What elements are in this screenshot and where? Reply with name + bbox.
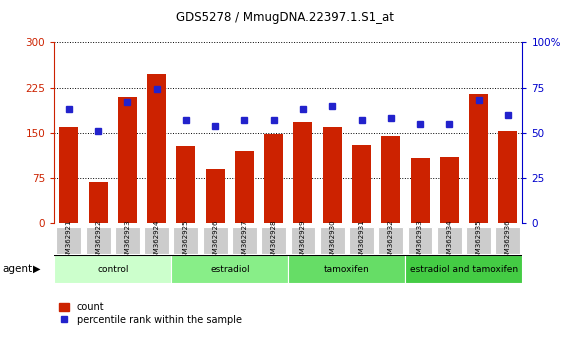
Bar: [54, 255, 171, 283]
Text: ▶: ▶: [33, 264, 40, 274]
Bar: [440, 157, 459, 223]
Text: tamoxifen: tamoxifen: [324, 264, 370, 274]
Bar: [147, 74, 166, 223]
FancyBboxPatch shape: [174, 227, 198, 254]
FancyBboxPatch shape: [291, 227, 315, 254]
Bar: [405, 255, 522, 283]
Text: agent: agent: [3, 264, 33, 274]
Text: GSM362923: GSM362923: [124, 219, 130, 262]
FancyBboxPatch shape: [115, 227, 140, 254]
Bar: [89, 182, 108, 223]
Bar: [235, 151, 254, 223]
Text: GSM362930: GSM362930: [329, 219, 335, 262]
FancyBboxPatch shape: [320, 227, 345, 254]
FancyBboxPatch shape: [349, 227, 374, 254]
FancyBboxPatch shape: [144, 227, 169, 254]
Bar: [469, 94, 488, 223]
Text: estradiol and tamoxifen: estradiol and tamoxifen: [410, 264, 518, 274]
Bar: [323, 127, 342, 223]
FancyBboxPatch shape: [262, 227, 286, 254]
Text: GDS5278 / MmugDNA.22397.1.S1_at: GDS5278 / MmugDNA.22397.1.S1_at: [176, 11, 395, 24]
Bar: [288, 255, 405, 283]
FancyBboxPatch shape: [466, 227, 491, 254]
FancyBboxPatch shape: [437, 227, 462, 254]
Text: GSM362922: GSM362922: [95, 219, 101, 262]
Text: GSM362932: GSM362932: [388, 219, 394, 262]
FancyBboxPatch shape: [232, 227, 257, 254]
FancyBboxPatch shape: [408, 227, 432, 254]
Text: GSM362926: GSM362926: [212, 219, 218, 262]
Bar: [171, 255, 288, 283]
Text: GSM362935: GSM362935: [476, 219, 481, 262]
Text: GSM362933: GSM362933: [417, 219, 423, 262]
Legend: count, percentile rank within the sample: count, percentile rank within the sample: [59, 302, 242, 325]
Bar: [264, 134, 283, 223]
Bar: [206, 169, 225, 223]
Text: control: control: [97, 264, 128, 274]
Text: GSM362928: GSM362928: [271, 219, 277, 262]
FancyBboxPatch shape: [86, 227, 111, 254]
FancyBboxPatch shape: [496, 227, 520, 254]
Bar: [176, 146, 195, 223]
Text: GSM362924: GSM362924: [154, 219, 160, 262]
Text: GSM362927: GSM362927: [242, 219, 247, 262]
Text: GSM362934: GSM362934: [447, 219, 452, 262]
Bar: [498, 131, 517, 223]
Bar: [293, 122, 312, 223]
Text: GSM362936: GSM362936: [505, 219, 511, 262]
Bar: [381, 136, 400, 223]
FancyBboxPatch shape: [57, 227, 81, 254]
Bar: [59, 127, 78, 223]
Bar: [352, 145, 371, 223]
Bar: [118, 97, 137, 223]
Text: GSM362921: GSM362921: [66, 219, 72, 262]
Text: GSM362929: GSM362929: [300, 219, 306, 262]
Bar: [411, 158, 429, 223]
Text: GSM362925: GSM362925: [183, 219, 189, 262]
FancyBboxPatch shape: [203, 227, 228, 254]
FancyBboxPatch shape: [379, 227, 403, 254]
Text: GSM362931: GSM362931: [359, 219, 364, 262]
Text: estradiol: estradiol: [210, 264, 250, 274]
